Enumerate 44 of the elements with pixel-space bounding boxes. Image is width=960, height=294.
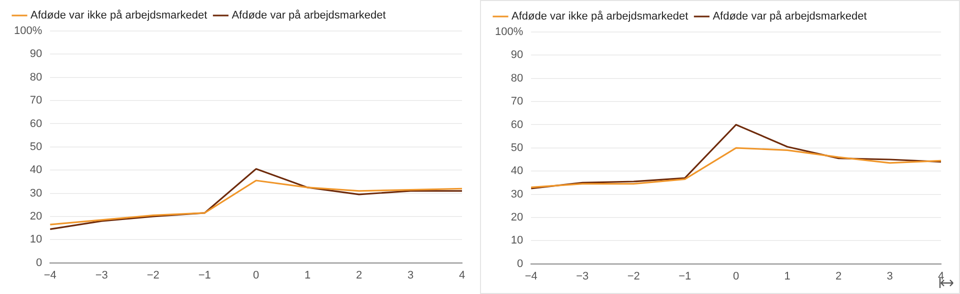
y-tick-label: 50	[30, 140, 42, 153]
x-tick-label: 1	[304, 269, 311, 282]
legend-label: Afdøde var på arbejdsmarkedet	[712, 10, 867, 23]
y-tick-label: 30	[510, 188, 524, 200]
y-tick-label: 90	[30, 48, 42, 60]
x-tick-label: −2	[146, 269, 160, 282]
x-tick-label: −1	[198, 269, 211, 282]
y-tick-label: 100%	[494, 26, 524, 38]
y-tick-label: 20	[30, 210, 42, 222]
y-tick-label: 50	[510, 142, 524, 154]
x-tick-label: −3	[95, 269, 108, 282]
legend-label: Afdøde var på arbejdsmarkedet	[232, 10, 386, 22]
y-tick-label: 0	[36, 256, 42, 269]
y-tick-label: 90	[510, 49, 524, 62]
y-tick-label: 30	[30, 187, 42, 200]
y-tick-label: 80	[30, 71, 42, 84]
x-tick-label: −4	[44, 269, 56, 282]
x-tick-label: 2	[835, 270, 842, 282]
y-tick-label: 80	[510, 72, 524, 84]
y-tick-label: 40	[30, 164, 42, 176]
x-tick-label: 3	[407, 269, 414, 282]
y-tick-label: 70	[30, 94, 42, 107]
x-tick-label: −1	[678, 270, 692, 282]
y-tick-label: 100%	[14, 25, 42, 38]
legend-label: Afdøde var ikke på arbejdsmarkedet	[512, 10, 688, 23]
x-tick-label: −3	[576, 270, 589, 282]
y-tick-label: 20	[510, 211, 524, 224]
y-tick-label: 10	[510, 234, 524, 247]
x-tick-label: 3	[886, 270, 893, 282]
x-tick-label: 4	[938, 270, 944, 282]
x-tick-label: 0	[733, 270, 740, 282]
x-tick-label: 1	[784, 270, 790, 282]
x-tick-label: 0	[253, 269, 260, 282]
y-tick-label: 0	[517, 258, 524, 270]
x-tick-label: −4	[524, 270, 538, 282]
y-tick-label: 60	[30, 118, 42, 130]
y-tick-label: 70	[510, 96, 524, 108]
y-tick-label: 10	[30, 234, 42, 246]
y-tick-label: 40	[510, 165, 524, 178]
x-tick-label: 4	[458, 269, 466, 282]
legend-label: Afdøde var ikke på arbejdsmarkedet	[30, 10, 208, 22]
x-tick-label: −2	[627, 270, 640, 282]
y-tick-label: 60	[510, 118, 524, 131]
x-tick-label: 2	[356, 269, 362, 282]
